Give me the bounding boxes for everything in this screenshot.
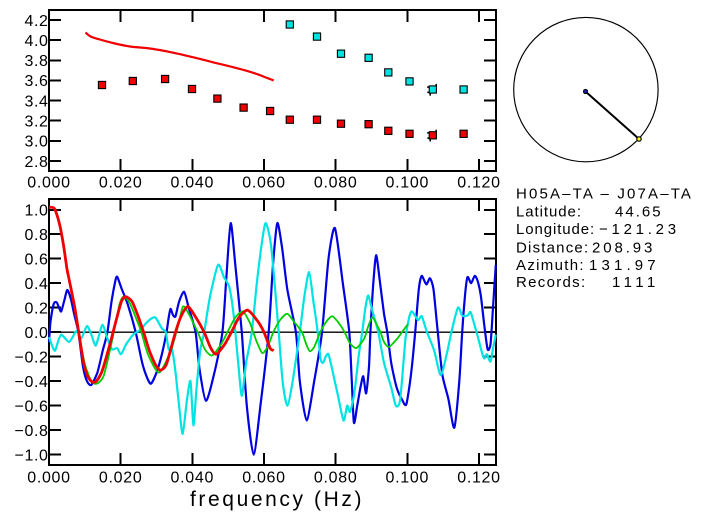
svg-text:0.8: 0.8: [24, 227, 48, 244]
svg-text:4.0: 4.0: [24, 33, 48, 50]
svg-text:0.2: 0.2: [24, 301, 48, 318]
svg-text:0.120: 0.120: [457, 175, 501, 192]
svg-text:Latitude:: Latitude:: [516, 204, 582, 221]
svg-text:0.080: 0.080: [314, 470, 358, 487]
svg-text:4.2: 4.2: [24, 13, 48, 30]
svg-text:frequency (Hz): frequency (Hz): [190, 488, 364, 511]
svg-text:208.93: 208.93: [592, 239, 655, 256]
svg-text:0.4: 0.4: [24, 276, 48, 293]
svg-text:0.6: 0.6: [24, 252, 48, 269]
svg-text:0.080: 0.080: [314, 175, 358, 192]
svg-text:0.020: 0.020: [99, 470, 143, 487]
svg-text:131.97: 131.97: [589, 257, 660, 274]
svg-text:3.8: 3.8: [24, 53, 48, 70]
svg-text:3.2: 3.2: [24, 114, 48, 131]
svg-text:−121.23: −121.23: [599, 221, 680, 238]
svg-text:Records:: Records:: [516, 274, 586, 291]
svg-text:−0.8: −0.8: [15, 423, 49, 440]
svg-text:0.000: 0.000: [27, 175, 71, 192]
svg-text:−0.6: −0.6: [15, 399, 49, 416]
svg-text:0.040: 0.040: [171, 470, 215, 487]
svg-text:−0.4: −0.4: [15, 374, 49, 391]
svg-text:0.100: 0.100: [386, 175, 430, 192]
svg-text:Azimuth:: Azimuth:: [516, 257, 585, 274]
svg-text:−0.2: −0.2: [15, 350, 49, 367]
svg-text:3.4: 3.4: [24, 93, 48, 110]
svg-text:0.000: 0.000: [27, 470, 71, 487]
svg-text:0.060: 0.060: [242, 470, 286, 487]
svg-text:0.0: 0.0: [24, 325, 48, 342]
svg-text:H05A–TA – J07A–TA: H05A–TA – J07A–TA: [516, 186, 693, 203]
svg-text:1.0: 1.0: [24, 203, 48, 220]
svg-text:3.0: 3.0: [24, 134, 48, 151]
svg-text:0.040: 0.040: [171, 175, 215, 192]
svg-text:2.8: 2.8: [24, 154, 48, 171]
svg-text:0.120: 0.120: [457, 470, 501, 487]
svg-text:3.6: 3.6: [24, 73, 48, 90]
svg-text:0.100: 0.100: [386, 470, 430, 487]
svg-text:Distance:: Distance:: [516, 239, 589, 256]
svg-text:−1.0: −1.0: [15, 447, 49, 464]
svg-text:0.020: 0.020: [99, 175, 143, 192]
svg-text:Longitude:: Longitude:: [516, 221, 595, 238]
svg-text:0.060: 0.060: [242, 175, 286, 192]
svg-text:1111: 1111: [612, 274, 660, 291]
svg-text:44.65: 44.65: [615, 204, 663, 221]
